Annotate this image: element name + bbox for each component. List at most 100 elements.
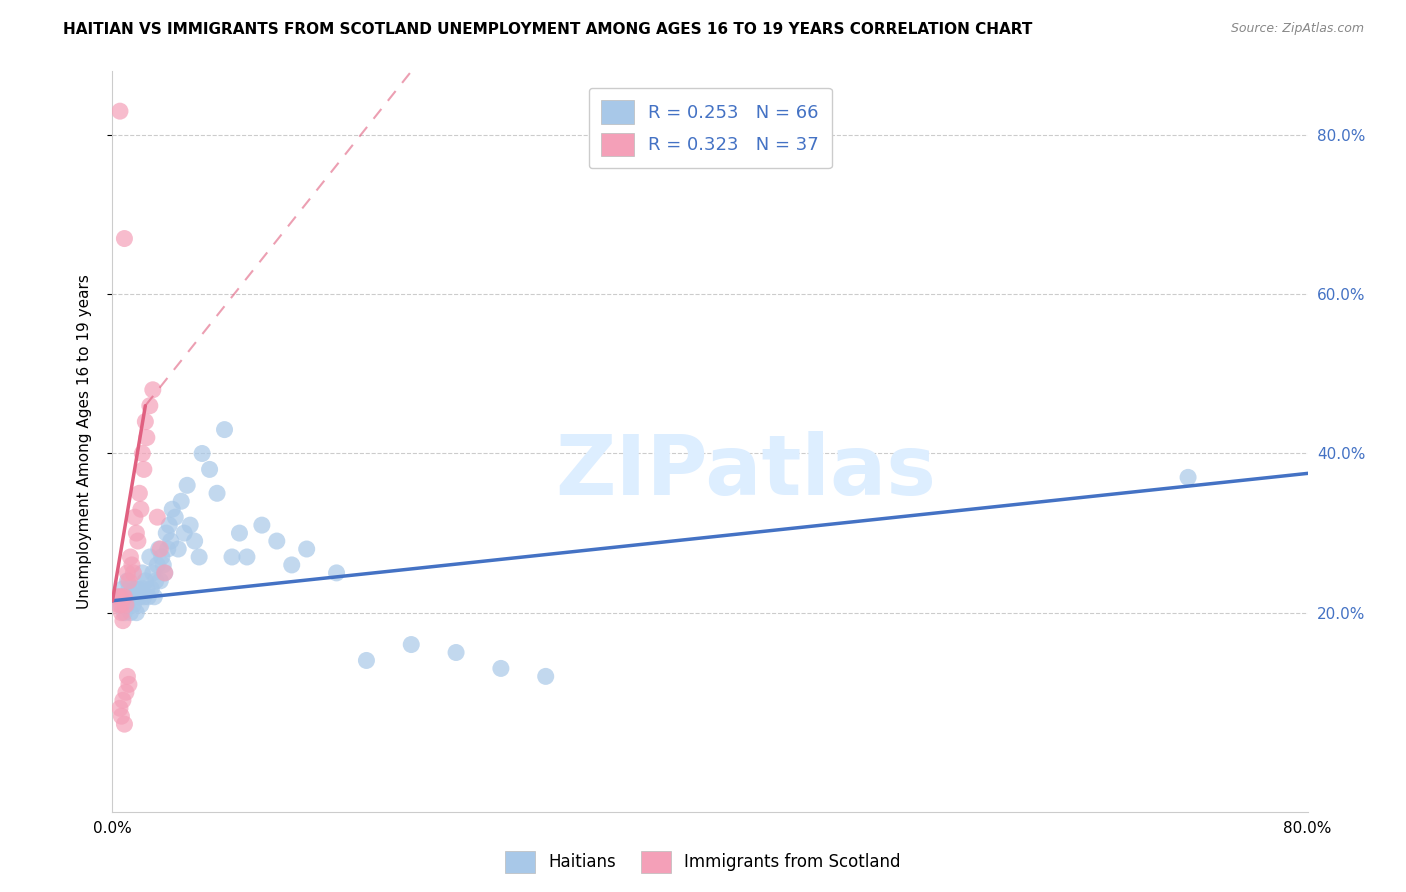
Point (183, 534, 205, 549)
Point (108, 598, 131, 612)
Point (134, 415, 156, 429)
Point (356, 653, 378, 667)
Text: HAITIAN VS IMMIGRANTS FROM SCOTLAND UNEMPLOYMENT AMONG AGES 16 TO 19 YEARS CORRE: HAITIAN VS IMMIGRANTS FROM SCOTLAND UNEM… (63, 22, 1032, 37)
Point (198, 462, 221, 476)
Point (221, 549, 243, 564)
Point (214, 423, 236, 437)
Point (118, 677, 141, 691)
Point (138, 590, 160, 604)
Point (148, 541, 170, 556)
Point (124, 590, 146, 604)
Point (114, 590, 135, 604)
Text: Source: ZipAtlas.com: Source: ZipAtlas.com (1230, 22, 1364, 36)
Point (127, 582, 149, 596)
Point (534, 669, 557, 683)
Point (132, 462, 155, 476)
Point (128, 486, 150, 500)
Point (325, 566, 347, 580)
Point (129, 598, 152, 612)
Point (250, 518, 273, 533)
Point (165, 510, 187, 524)
Point (228, 526, 250, 541)
Point (122, 598, 145, 612)
Point (110, 598, 132, 612)
Point (110, 709, 132, 723)
Point (117, 590, 139, 604)
Point (149, 541, 172, 556)
Point (111, 693, 134, 707)
Point (135, 431, 157, 445)
Point (139, 549, 162, 564)
Point (121, 558, 143, 572)
Point (146, 558, 169, 572)
Legend: Haitians, Immigrants from Scotland: Haitians, Immigrants from Scotland (498, 845, 908, 880)
Y-axis label: Unemployment Among Ages 16 to 19 years: Unemployment Among Ages 16 to 19 years (77, 274, 91, 609)
Point (120, 606, 142, 620)
Point (191, 446, 214, 460)
Point (156, 541, 179, 556)
Point (146, 510, 169, 524)
Text: ZIPatlas: ZIPatlas (555, 431, 936, 512)
Point (167, 541, 190, 556)
Point (129, 502, 152, 516)
Legend: R = 0.253   N = 66, R = 0.323   N = 37: R = 0.253 N = 66, R = 0.323 N = 37 (589, 87, 831, 169)
Point (139, 399, 162, 413)
Point (173, 526, 195, 541)
Point (132, 590, 155, 604)
Point (117, 669, 139, 683)
Point (188, 549, 211, 564)
Point (153, 566, 176, 580)
Point (141, 582, 163, 596)
Point (108, 590, 131, 604)
Point (124, 582, 146, 596)
Point (162, 502, 183, 516)
Point (135, 582, 157, 596)
Point (110, 606, 132, 620)
Point (115, 590, 138, 604)
Point (128, 590, 150, 604)
Point (107, 598, 129, 612)
Point (115, 598, 138, 612)
Point (145, 574, 167, 588)
Point (111, 590, 134, 604)
Point (105, 590, 128, 604)
Point (121, 590, 143, 604)
Point (118, 582, 141, 596)
Point (281, 558, 304, 572)
Point (142, 566, 165, 580)
Point (131, 446, 153, 460)
Point (122, 566, 145, 580)
Point (127, 534, 149, 549)
Point (170, 494, 193, 508)
Point (266, 534, 288, 549)
Point (155, 526, 177, 541)
Point (134, 574, 156, 588)
Point (179, 518, 201, 533)
Point (131, 582, 153, 596)
Point (115, 685, 138, 699)
Point (114, 231, 135, 245)
Point (142, 383, 165, 397)
Point (401, 638, 423, 652)
Point (157, 518, 180, 533)
Point (118, 574, 141, 588)
Point (131, 566, 153, 580)
Point (114, 606, 135, 620)
Point (108, 104, 131, 119)
Point (159, 534, 181, 549)
Point (124, 510, 146, 524)
Point (205, 486, 228, 500)
Point (152, 558, 174, 572)
Point (117, 566, 139, 580)
Point (125, 526, 148, 541)
Point (111, 614, 134, 628)
Point (1177, 470, 1199, 484)
Point (108, 701, 131, 715)
Point (117, 574, 139, 588)
Point (149, 574, 172, 588)
Point (153, 566, 176, 580)
Point (117, 598, 139, 612)
Point (125, 606, 148, 620)
Point (108, 590, 131, 604)
Point (176, 478, 198, 492)
